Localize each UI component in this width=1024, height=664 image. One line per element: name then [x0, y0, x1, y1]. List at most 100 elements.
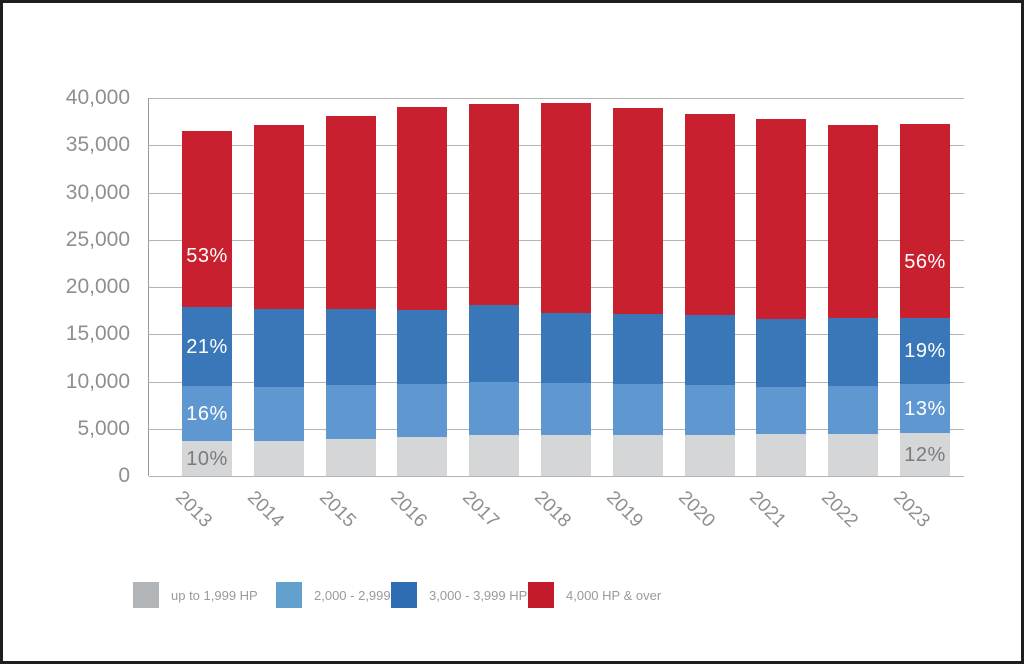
legend-item-up-to-1999-hp: up to 1,999 HP: [133, 581, 258, 609]
bar-segment: [612, 108, 663, 315]
bar-2023: [900, 124, 950, 476]
x-axis-label-2020: 2020: [673, 487, 719, 532]
bar-segment: [612, 435, 663, 476]
bar-segment: [684, 114, 735, 316]
segment-percent-label: 12%: [904, 443, 946, 466]
bar-segment: [253, 387, 304, 442]
bar-segment: [397, 107, 448, 310]
x-axis-label-2023: 2023: [889, 487, 934, 532]
bar-segment: [828, 318, 879, 387]
plot-area: 10% 16% 21% 53% 12% 13% 19% 56%: [148, 98, 964, 477]
bar-segment: [612, 383, 663, 436]
bar-segment: [684, 315, 735, 386]
x-axis-label-2021: 2021: [745, 487, 791, 532]
bar-segment: [828, 125, 879, 319]
x-axis-label-2015: 2015: [314, 487, 360, 532]
bar-segment: [900, 318, 950, 385]
legend-swatch-4000-hp-and-over: [528, 582, 554, 608]
bar-segment: [828, 434, 879, 476]
x-axis-label-2019: 2019: [601, 487, 647, 532]
bar-2018: [541, 102, 591, 476]
y-axis-tick: 15,000: [65, 322, 130, 346]
bar-segment: [182, 306, 232, 387]
bar-segment: [325, 385, 376, 440]
bar-segment: [612, 314, 663, 384]
legend-item-4000-hp-and-over: 4,000 HP & over: [528, 581, 661, 609]
bar-segment: [469, 103, 520, 305]
bar-2014: [253, 125, 304, 476]
bar-segment: [900, 384, 950, 434]
bar-2015: [325, 115, 376, 476]
segment-percent-label: 16%: [186, 402, 228, 425]
segment-percent-label: 21%: [186, 335, 228, 358]
bar-segment: [325, 308, 376, 386]
bar-segment: [756, 387, 807, 435]
bar-segment: [397, 384, 448, 438]
bar-segment: [182, 386, 232, 442]
bar-segment: [684, 435, 735, 476]
segment-percent-label: 53%: [186, 244, 228, 267]
segment-percent-label: 19%: [904, 340, 946, 363]
legend-label: 3,000 - 3,999 HP: [429, 587, 528, 603]
y-axis-tick: 5,000: [77, 416, 130, 440]
y-axis-tick: 0: [118, 464, 130, 487]
bar-segment: [397, 309, 448, 385]
x-axis-label-2014: 2014: [242, 487, 288, 532]
bar-segment: [182, 441, 232, 476]
bar-segment: [325, 115, 376, 309]
bar-2016: [397, 107, 448, 476]
bar-segment: [469, 304, 520, 383]
legend-label: up to 1,999 HP: [171, 587, 258, 603]
bar-2021: [756, 118, 807, 476]
bar-segment: [541, 102, 591, 313]
legend-item-2000-2999-hp: 2,000 - 2,999 HP: [276, 581, 412, 609]
legend-item-3000-3999-hp: 3,000 - 3,999 HP: [391, 581, 527, 609]
bar-segment: [541, 383, 591, 436]
bar-segment: [541, 435, 591, 476]
y-axis-tick: 30,000: [65, 180, 130, 204]
gridline: [149, 98, 964, 99]
bar-segment: [253, 125, 304, 309]
legend-label: 2,000 - 2,999 HP: [314, 587, 413, 603]
bar-segment: [756, 434, 807, 476]
x-axis-label-2013: 2013: [171, 487, 216, 532]
bar-segment: [253, 308, 304, 388]
legend: up to 1,999 HP 2,000 - 2,999 HP 3,000 - …: [3, 581, 1021, 611]
bar-segment: [397, 437, 448, 476]
x-axis-label-2017: 2017: [458, 487, 504, 532]
bar-segment: [469, 435, 520, 476]
bar-segment: [684, 385, 735, 436]
segment-percent-label: 13%: [904, 397, 946, 420]
bar-segment: [756, 319, 807, 388]
bar-segment: [900, 433, 950, 476]
bar-segment: [900, 124, 950, 319]
legend-swatch-3000-3999-hp: [391, 582, 417, 608]
bar-segment: [253, 441, 304, 476]
legend-label: 4,000 HP & over: [566, 587, 662, 603]
x-axis-label-2018: 2018: [530, 487, 575, 532]
bar-segment: [756, 118, 807, 320]
bar-segment: [541, 313, 591, 384]
bar-2019: [612, 108, 663, 476]
segment-percent-label: 56%: [904, 250, 946, 273]
bar-segment: [182, 131, 232, 307]
y-axis-tick: 10,000: [65, 369, 130, 393]
bar-2017: [469, 103, 520, 476]
x-axis-label-2016: 2016: [386, 487, 432, 532]
y-axis-tick: 20,000: [65, 275, 130, 298]
bar-2022: [828, 125, 879, 476]
segment-percent-label: 10%: [186, 447, 228, 470]
bar-segment: [469, 382, 520, 436]
bar-2013: [182, 131, 232, 476]
legend-swatch-2000-2999-hp: [276, 582, 302, 608]
y-axis-tick: 35,000: [65, 133, 130, 157]
x-axis-label-2022: 2022: [817, 487, 863, 532]
gridline: [149, 476, 964, 477]
bar-2020: [684, 114, 735, 476]
y-axis-tick: 40,000: [65, 86, 130, 109]
bar-segment: [828, 386, 879, 435]
bar-segment: [325, 439, 376, 476]
legend-swatch-up-to-1999-hp: [133, 582, 159, 608]
y-axis-tick: 25,000: [65, 227, 130, 251]
